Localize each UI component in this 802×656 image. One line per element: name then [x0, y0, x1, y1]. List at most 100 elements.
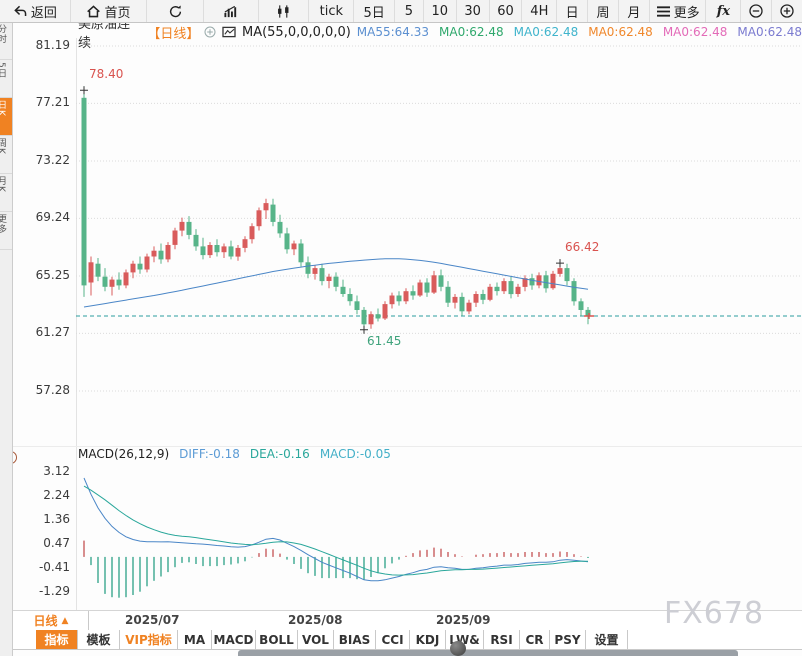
toolbar-label: 返回 — [30, 5, 57, 21]
indicator-tab-13[interactable]: PSY — [550, 630, 586, 649]
toolbar-item-interval-30[interactable]: 30 — [455, 0, 489, 22]
month-label: 2025/07 — [125, 613, 180, 627]
ma-legend-value: MA0:62.48 — [662, 25, 728, 39]
indicator-tab-bar: 指标 模板 VIP指标 MA MACD BOLL VOL BIAS CCI KDJ LW& RSI CR… — [12, 630, 802, 650]
price-axis-label: 69.24 — [35, 210, 70, 225]
indicator-tab-7[interactable]: BIAS — [334, 630, 376, 649]
toolbar-item-interval-5d[interactable]: 5日 — [353, 0, 394, 22]
chart-box-icon[interactable] — [222, 26, 236, 38]
price-annotation: 66.42 — [565, 240, 600, 255]
macd-legend-value: MACD:-0.05 — [319, 447, 391, 461]
toolbar-item-interval-5[interactable]: 5 — [394, 0, 423, 22]
toolbar-item-back[interactable]: 返回 — [0, 0, 70, 22]
macd-axis-label: 0.47 — [43, 536, 70, 551]
indicator-tab-2[interactable]: VIP指标 — [120, 630, 178, 649]
macd-legend-value: DIFF:-0.18 — [179, 447, 240, 461]
toolbar-item-interval-week[interactable]: 周 — [587, 0, 618, 22]
period-selector-label: 日线 — [33, 614, 58, 628]
background-window-knob — [450, 641, 466, 656]
triangle-up-icon: ▲ — [61, 615, 69, 626]
toolbar-item-chart-style-candles[interactable] — [257, 0, 309, 22]
toolbar-label: 60 — [497, 3, 514, 19]
toolbar-item-interval-10[interactable]: 10 — [422, 0, 456, 22]
toolbar-label: 周 — [596, 5, 610, 21]
indicator-tab-4[interactable]: MACD — [212, 630, 256, 649]
sidebar-item-3[interactable]: 周K — [0, 136, 12, 174]
indicator-tab-6[interactable]: VOL — [298, 630, 334, 649]
macd-header: MACD(26,12,9) DIFF:-0.18 DEA:-0.16 MACD:-0… — [78, 447, 391, 461]
price-axis-label: 65.25 — [35, 268, 70, 282]
indicator-tab-11[interactable]: RSI — [484, 630, 520, 649]
indicator-tab-14[interactable]: 设置 — [586, 630, 628, 649]
period-tag: 【日线】 — [147, 26, 200, 42]
sidebar-item-label: 5日 — [0, 62, 6, 79]
plot-left-axis-line — [76, 38, 77, 610]
toolbar-item-interval-month[interactable]: 月 — [617, 0, 649, 22]
toolbar-label: 30 — [464, 3, 481, 19]
price-axis-label: 73.22 — [35, 153, 70, 167]
macd-axis-label: 3.12 — [43, 464, 70, 478]
x-axis-row: 日线 ▲ 2025/07 2025/08 2025/09 — [12, 610, 802, 631]
indicator-tab-0[interactable]: 指标 — [36, 630, 78, 649]
price-axis-label: 81.19 — [35, 38, 70, 52]
indicator-tab-8[interactable]: CCI — [376, 630, 410, 649]
indicator-tab-3[interactable]: MA — [178, 630, 212, 649]
top-toolbar: 返回 首页 tick 5日 5 10 30 60 4H 日 周 月 更多 fx — [0, 0, 802, 23]
home-icon — [86, 4, 101, 19]
sidebar-item-2[interactable]: 日K — [0, 98, 12, 136]
toolbar-item-formula[interactable]: fx — [705, 0, 740, 22]
period-selector[interactable]: 日线 ▲ — [14, 611, 89, 630]
indicator-tab-1[interactable]: 模板 — [78, 630, 120, 649]
toolbar-item-interval-tick[interactable]: tick — [308, 0, 353, 22]
price-axis-label: 57.28 — [35, 383, 70, 397]
macd-axis-label: -1.29 — [38, 584, 70, 598]
sidebar-item-label: 月K — [0, 176, 6, 193]
menu-icon — [656, 5, 671, 18]
macd-settings-label[interactable]: MACD(26,12,9) — [78, 447, 170, 461]
indicator-tab-9[interactable]: KDJ — [410, 630, 446, 649]
macd-axis-label: 2.24 — [43, 487, 70, 502]
toolbar-item-zoom-in[interactable] — [771, 0, 802, 22]
toolbar-item-refresh[interactable] — [146, 0, 203, 22]
macd-indicator-chart[interactable] — [0, 460, 802, 610]
price-axis-label: 77.21 — [35, 95, 70, 110]
ma-legend-value: MA0:62.48 — [588, 25, 653, 39]
sidebar-item-5[interactable]: 更多 — [0, 212, 12, 250]
toolbar-item-more[interactable]: 更多 — [648, 0, 706, 22]
price-annotation: 78.40 — [89, 67, 124, 82]
toolbar-item-zoom-out[interactable] — [740, 0, 771, 22]
sidebar-item-1[interactable]: 5日 — [0, 60, 12, 98]
back-icon — [13, 4, 28, 19]
toolbar-item-interval-day[interactable]: 日 — [556, 0, 587, 22]
toolbar-item-interval-60[interactable]: 60 — [488, 0, 522, 22]
macd-axis-label: -0.41 — [38, 560, 70, 575]
ma-legend-value: MA0:62.48 — [439, 25, 504, 39]
toolbar-item-chart-style-bars[interactable] — [202, 0, 258, 22]
sidebar-item-label: 分时 — [0, 24, 6, 44]
zoom-out-icon — [748, 3, 764, 19]
macd-axis-label: 1.36 — [43, 511, 70, 526]
toolbar-item-interval-4h[interactable]: 4H — [521, 0, 556, 22]
main-price-chart[interactable] — [0, 40, 802, 445]
ma-settings-label[interactable]: MA(55,0,0,0,0,0) — [241, 24, 351, 40]
toolbar-item-home[interactable]: 首页 — [69, 0, 147, 22]
ma-legend: MA55:64.33 MA0:62.48 MA0:62.48 MA0:62.48 MA0… — [357, 25, 802, 39]
toolbar-label: 月 — [627, 5, 641, 21]
circle-plus-icon[interactable] — [204, 26, 216, 38]
month-label: 2025/08 — [288, 613, 343, 627]
toolbar-label: fx — [716, 3, 731, 19]
toolbar-label: 10 — [431, 3, 449, 19]
sidebar-item-0[interactable]: 分时 — [0, 22, 12, 60]
ma-legend-value: MA0:62.48 — [737, 25, 802, 39]
price-axis-label: 61.27 — [35, 325, 70, 340]
indicator-tab-12[interactable]: CR — [520, 630, 550, 649]
toolbar-label: 4H — [530, 3, 549, 19]
indicator-tab-5[interactable]: BOLL — [256, 630, 298, 649]
toolbar-label: 5日 — [363, 5, 385, 21]
sidebar-item-4[interactable]: 月K — [0, 174, 12, 212]
toolbar-label: 更多 — [673, 5, 700, 21]
macd-legend-value: DEA:-0.16 — [249, 447, 310, 461]
toolbar-label: 5 — [404, 3, 414, 19]
chart-type-sidebar: 分时 5日日K 周K 月K 更多 — [0, 22, 13, 656]
